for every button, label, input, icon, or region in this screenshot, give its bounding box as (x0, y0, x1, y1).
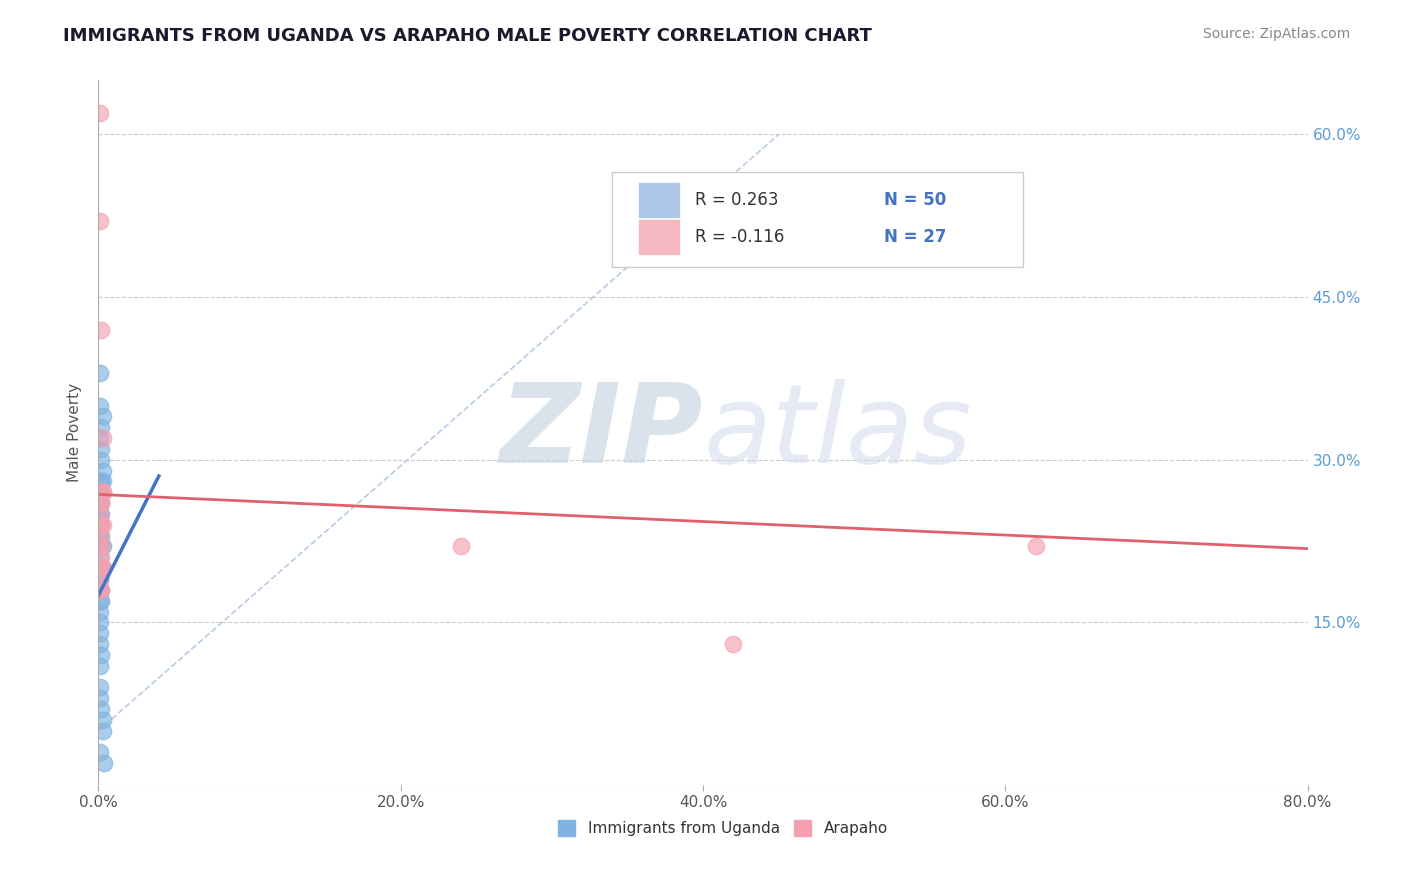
Y-axis label: Male Poverty: Male Poverty (67, 383, 83, 483)
Point (90, 452, 112, 467)
Text: R = 0.263: R = 0.263 (695, 191, 778, 209)
Point (89, 507, 111, 521)
Text: ZIP: ZIP (499, 379, 703, 486)
Point (91, 464, 114, 478)
Text: R = -0.116: R = -0.116 (695, 227, 785, 245)
Bar (793, 821, 811, 836)
Point (90, 540, 112, 554)
Point (91, 485, 114, 500)
Point (90, 648, 112, 662)
FancyBboxPatch shape (613, 172, 1024, 267)
Point (89, 582, 111, 597)
Point (89, 605, 111, 619)
Point (91, 561, 114, 575)
Point (89, 485, 111, 500)
Point (89, 540, 111, 554)
Point (450, 540, 472, 554)
Point (91, 409, 114, 424)
Point (90, 702, 112, 716)
Point (89, 582, 111, 597)
Point (89, 582, 111, 597)
Point (89, 572, 111, 586)
Point (89, 517, 111, 532)
Text: Immigrants from Uganda: Immigrants from Uganda (588, 821, 780, 836)
Point (89, 561, 111, 575)
Point (90, 561, 112, 575)
Point (723, 637, 745, 651)
Text: Arapaho: Arapaho (824, 821, 889, 836)
Point (90, 485, 112, 500)
Point (89, 658, 111, 673)
Point (89, 475, 111, 489)
Text: N = 27: N = 27 (884, 227, 946, 245)
Point (89, 550, 111, 565)
Point (91, 713, 114, 727)
Point (89, 507, 111, 521)
Point (90, 540, 112, 554)
Point (89, 528, 111, 542)
Point (89, 496, 111, 510)
Text: atlas: atlas (703, 379, 972, 486)
Point (89, 485, 111, 500)
Point (90, 507, 112, 521)
Point (89, 572, 111, 586)
Point (90, 420, 112, 434)
Point (90, 485, 112, 500)
Point (90, 593, 112, 607)
Point (91, 475, 114, 489)
Point (91, 723, 114, 738)
Point (89, 637, 111, 651)
Point (91, 540, 114, 554)
Point (90, 528, 112, 542)
Point (89, 214, 111, 228)
Point (89, 593, 111, 607)
Point (89, 572, 111, 586)
Point (90, 475, 112, 489)
Point (90, 582, 112, 597)
Text: N = 50: N = 50 (884, 191, 946, 209)
Bar (638, 219, 679, 253)
Point (1024, 540, 1046, 554)
Bar (638, 183, 679, 217)
Point (90, 582, 112, 597)
Bar (558, 821, 575, 836)
Point (90, 496, 112, 510)
Point (89, 540, 111, 554)
Point (93, 756, 115, 771)
Point (90, 496, 112, 510)
Point (90, 561, 112, 575)
Point (91, 485, 114, 500)
Point (89, 517, 111, 532)
Point (91, 561, 114, 575)
Point (91, 431, 114, 445)
Point (90, 496, 112, 510)
Point (89, 691, 111, 706)
Point (90, 442, 112, 456)
Point (89, 366, 111, 380)
Point (89, 507, 111, 521)
Point (89, 540, 111, 554)
Point (89, 746, 111, 760)
Point (89, 399, 111, 413)
Point (89, 615, 111, 630)
Point (89, 431, 111, 445)
Point (89, 626, 111, 640)
Point (91, 517, 114, 532)
Point (89, 561, 111, 575)
Point (90, 550, 112, 565)
Point (90, 323, 112, 337)
Text: Source: ZipAtlas.com: Source: ZipAtlas.com (1202, 27, 1350, 41)
Text: IMMIGRANTS FROM UGANDA VS ARAPAHO MALE POVERTY CORRELATION CHART: IMMIGRANTS FROM UGANDA VS ARAPAHO MALE P… (63, 27, 872, 45)
Point (89, 528, 111, 542)
Point (89, 105, 111, 120)
Point (89, 561, 111, 575)
Point (90, 517, 112, 532)
Point (89, 681, 111, 695)
